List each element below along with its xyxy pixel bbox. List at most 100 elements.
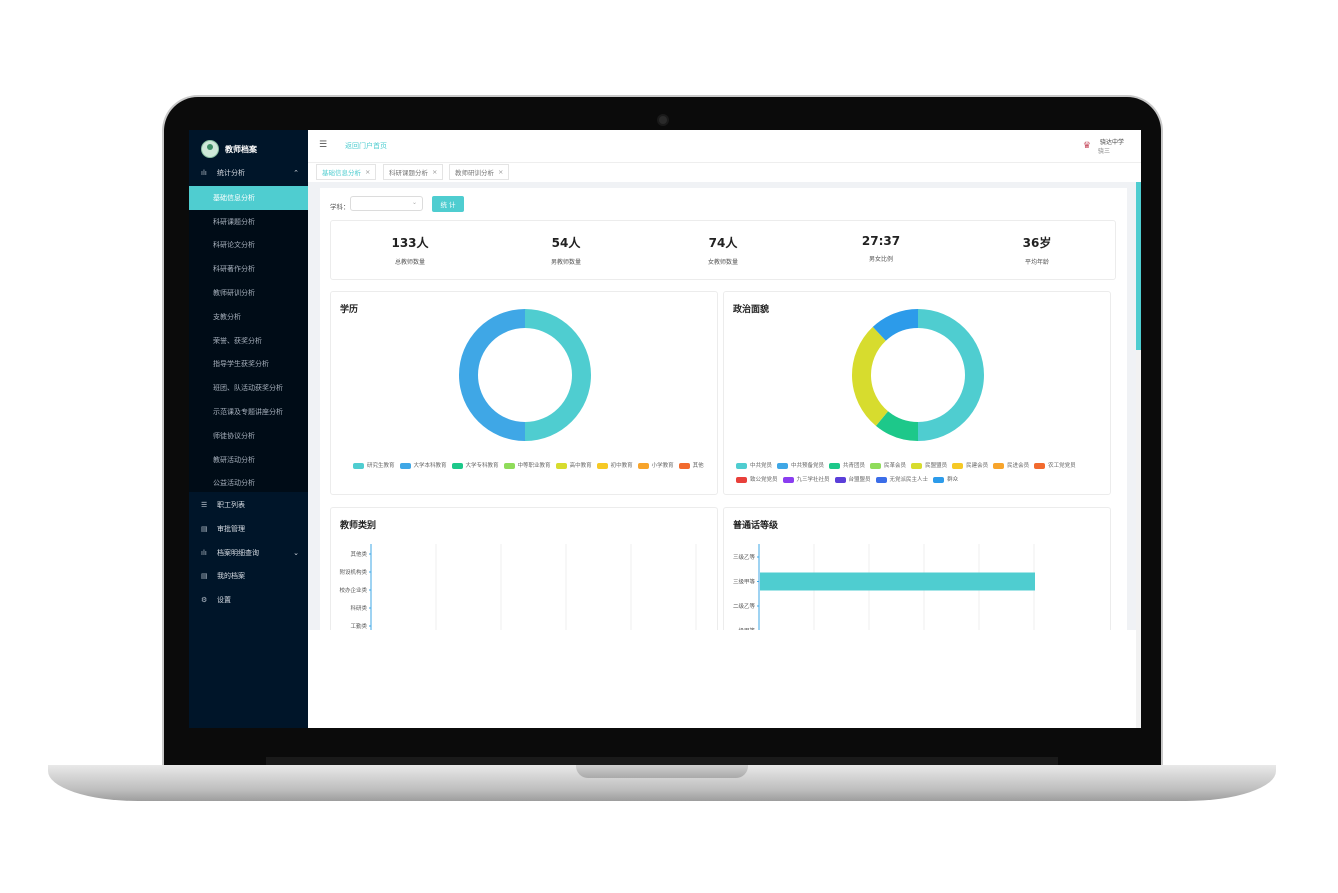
sidebar-group-stats[interactable]: ılı 统计分析 ⌃ bbox=[189, 164, 308, 182]
legend-item[interactable]: 民进会员 bbox=[993, 460, 1029, 472]
legend-item[interactable]: 群众 bbox=[933, 474, 958, 486]
subject-select[interactable]: ⌄ bbox=[350, 196, 423, 211]
legend-label: 共青团员 bbox=[843, 463, 866, 469]
tab-teacher-training[interactable]: 教师研训分析 × bbox=[449, 164, 510, 180]
sidebar-sub-item[interactable]: 指导学生获奖分析 bbox=[213, 360, 269, 369]
sidebar-group-label: 统计分析 bbox=[217, 169, 245, 177]
legend-label: 民革会员 bbox=[884, 463, 907, 469]
legend-label: 小学教育 bbox=[651, 463, 674, 469]
sidebar-sub-item[interactable]: 支教分析 bbox=[213, 312, 241, 321]
sidebar-item[interactable]: ılı 档案明细查询 ⌄ bbox=[189, 544, 308, 562]
tick-label: 三级甲等 bbox=[733, 578, 756, 586]
legend-swatch bbox=[353, 463, 364, 469]
pie-slice[interactable] bbox=[525, 309, 591, 441]
legend-label: 高中教育 bbox=[569, 463, 592, 469]
legend-item[interactable]: 中等职业教育 bbox=[503, 460, 551, 472]
scrollbar-thumb[interactable] bbox=[1136, 182, 1141, 350]
legend-label: 九三学社社员 bbox=[796, 477, 830, 483]
home-link[interactable]: 返回门户首页 bbox=[345, 142, 387, 150]
laptop-notch bbox=[576, 765, 748, 778]
sidebar-item[interactable]: ▤ 审批管理 bbox=[189, 520, 308, 538]
legend-item[interactable]: 无党派民主人士 bbox=[875, 474, 928, 486]
stat-value: 27:37 bbox=[861, 234, 901, 248]
logo[interactable]: 教师档案 bbox=[201, 139, 257, 159]
sidebar-sub-item[interactable]: 公益活动分析 bbox=[213, 479, 255, 488]
menu-toggle-icon[interactable]: ☰ bbox=[319, 140, 328, 150]
sidebar-sub-item[interactable]: 班团、队活动获奖分析 bbox=[213, 384, 283, 393]
tab-label: 基础信息分析 bbox=[322, 169, 361, 177]
pie-slice[interactable] bbox=[872, 309, 918, 341]
legend-swatch bbox=[829, 463, 841, 469]
tab-bar: 基础信息分析 × 科研课题分析 × 教师研训分析 × bbox=[308, 163, 1141, 182]
tick-label: 附设机构类 bbox=[339, 568, 367, 576]
sidebar-sub-item[interactable]: 教师研训分析 bbox=[213, 289, 255, 298]
legend-item[interactable]: 高中教育 bbox=[555, 460, 592, 472]
chart-title: 教师类别 bbox=[340, 521, 377, 531]
user-school: 骁达中学 bbox=[1099, 139, 1124, 146]
sidebar-sub-item[interactable]: 荣誉、获奖分析 bbox=[213, 336, 262, 345]
tab-label: 科研课题分析 bbox=[389, 169, 428, 177]
tab-basic-info[interactable]: 基础信息分析 × bbox=[316, 164, 377, 180]
sidebar-sub-item[interactable]: 科研著作分析 bbox=[213, 265, 255, 274]
sidebar-item[interactable]: ▤ 我的档案 bbox=[189, 567, 308, 585]
topbar: ☰ 返回门户首页 ♛ 骁达中学 骁三 bbox=[308, 130, 1141, 163]
legend-item[interactable]: 其他 bbox=[678, 460, 704, 472]
close-icon[interactable]: × bbox=[365, 168, 371, 176]
bar-chart-icon: ılı bbox=[201, 169, 207, 177]
app-title: 教师档案 bbox=[225, 144, 257, 154]
pie-slice[interactable] bbox=[918, 309, 984, 441]
stat-value: 54人 bbox=[551, 236, 581, 250]
legend-label: 民进会员 bbox=[1007, 463, 1030, 469]
sidebar-item[interactable]: ☰ 职工列表 bbox=[189, 496, 308, 514]
legend-item[interactable]: 中共预备党员 bbox=[777, 460, 824, 472]
close-icon[interactable]: × bbox=[498, 168, 504, 176]
stat-button[interactable]: 统 计 bbox=[432, 196, 464, 212]
pie-slice[interactable] bbox=[459, 309, 525, 441]
tick-label: 三级乙等 bbox=[733, 553, 756, 561]
legend-item[interactable]: 民革会员 bbox=[870, 460, 906, 472]
chevron-down-icon: ⌄ bbox=[293, 548, 299, 557]
content-bottom bbox=[308, 630, 1136, 728]
gear-icon: ⚙ bbox=[201, 596, 208, 605]
chart-legend: 研究生教育 大学本科教育 大学专科教育 中等职业教育 高中教育 初中教育 小学教育 其他 bbox=[353, 460, 713, 474]
legend-item[interactable]: 农工党党员 bbox=[1034, 460, 1076, 472]
legend-item[interactable]: 大学本科教育 bbox=[399, 460, 447, 472]
legend-item[interactable]: 中共党员 bbox=[736, 460, 772, 472]
legend-item[interactable]: 大学专科教育 bbox=[451, 460, 499, 472]
legend-swatch bbox=[399, 463, 411, 469]
sidebar-sub-item[interactable]: 科研课题分析 bbox=[213, 217, 255, 226]
sidebar-sub-item[interactable]: 科研论文分析 bbox=[213, 241, 255, 250]
legend-item[interactable]: 共青团员 bbox=[829, 460, 865, 472]
legend-item[interactable]: 民盟盟员 bbox=[911, 460, 947, 472]
legend-item[interactable]: 民建会员 bbox=[952, 460, 988, 472]
stat-ratio: 27:37 男女比例 bbox=[821, 234, 941, 263]
political-chart-card: 政治面貌 中共党员 中共预备党员 共青团员 民革会员 民盟盟员 民建会员 民进会员 农工党党员… bbox=[723, 291, 1111, 495]
close-icon[interactable]: × bbox=[432, 168, 438, 176]
sidebar-sub-item[interactable]: 师徒协议分析 bbox=[213, 431, 255, 440]
user-avatar-icon[interactable]: ♛ bbox=[1082, 141, 1091, 151]
scrollbar-track[interactable] bbox=[1136, 182, 1141, 728]
tab-research-topic[interactable]: 科研课题分析 × bbox=[383, 164, 444, 180]
legend-swatch bbox=[503, 463, 515, 469]
sidebar-item-label: 审批管理 bbox=[217, 524, 245, 533]
legend-item[interactable]: 致公党党员 bbox=[736, 474, 778, 486]
legend-swatch bbox=[637, 463, 649, 469]
legend-label: 中共党员 bbox=[750, 463, 773, 469]
legend-label: 其他 bbox=[692, 463, 704, 469]
legend-item[interactable]: 初中教育 bbox=[596, 460, 633, 472]
legend-item[interactable]: 九三学社社员 bbox=[782, 474, 830, 486]
bar[interactable] bbox=[760, 572, 1035, 591]
stat-value: 74人 bbox=[708, 236, 738, 250]
sidebar: 教师档案 ılı 统计分析 ⌃ 基础信息分析科研课题分析 科研论文分析 科研著作分析… bbox=[189, 130, 308, 728]
pie-slice[interactable] bbox=[852, 326, 889, 426]
sidebar-item[interactable]: ⚙ 设置 bbox=[189, 591, 308, 609]
education-chart-card: 学历 研究生教育 大学本科教育 大学专科教育 中等职业教育 高中教育 初中教育 小学教育 其他 bbox=[330, 291, 718, 495]
legend-item[interactable]: 台盟盟员 bbox=[834, 474, 871, 486]
education-donut bbox=[459, 309, 591, 441]
legend-item[interactable]: 研究生教育 bbox=[353, 460, 395, 472]
pie-slice[interactable] bbox=[875, 411, 918, 441]
legend-item[interactable]: 小学教育 bbox=[637, 460, 674, 472]
sidebar-sub-item[interactable]: 基础信息分析 bbox=[189, 186, 308, 210]
sidebar-sub-item[interactable]: 示范课及专题讲座分析 bbox=[213, 408, 283, 417]
sidebar-sub-item[interactable]: 教研活动分析 bbox=[213, 455, 255, 464]
